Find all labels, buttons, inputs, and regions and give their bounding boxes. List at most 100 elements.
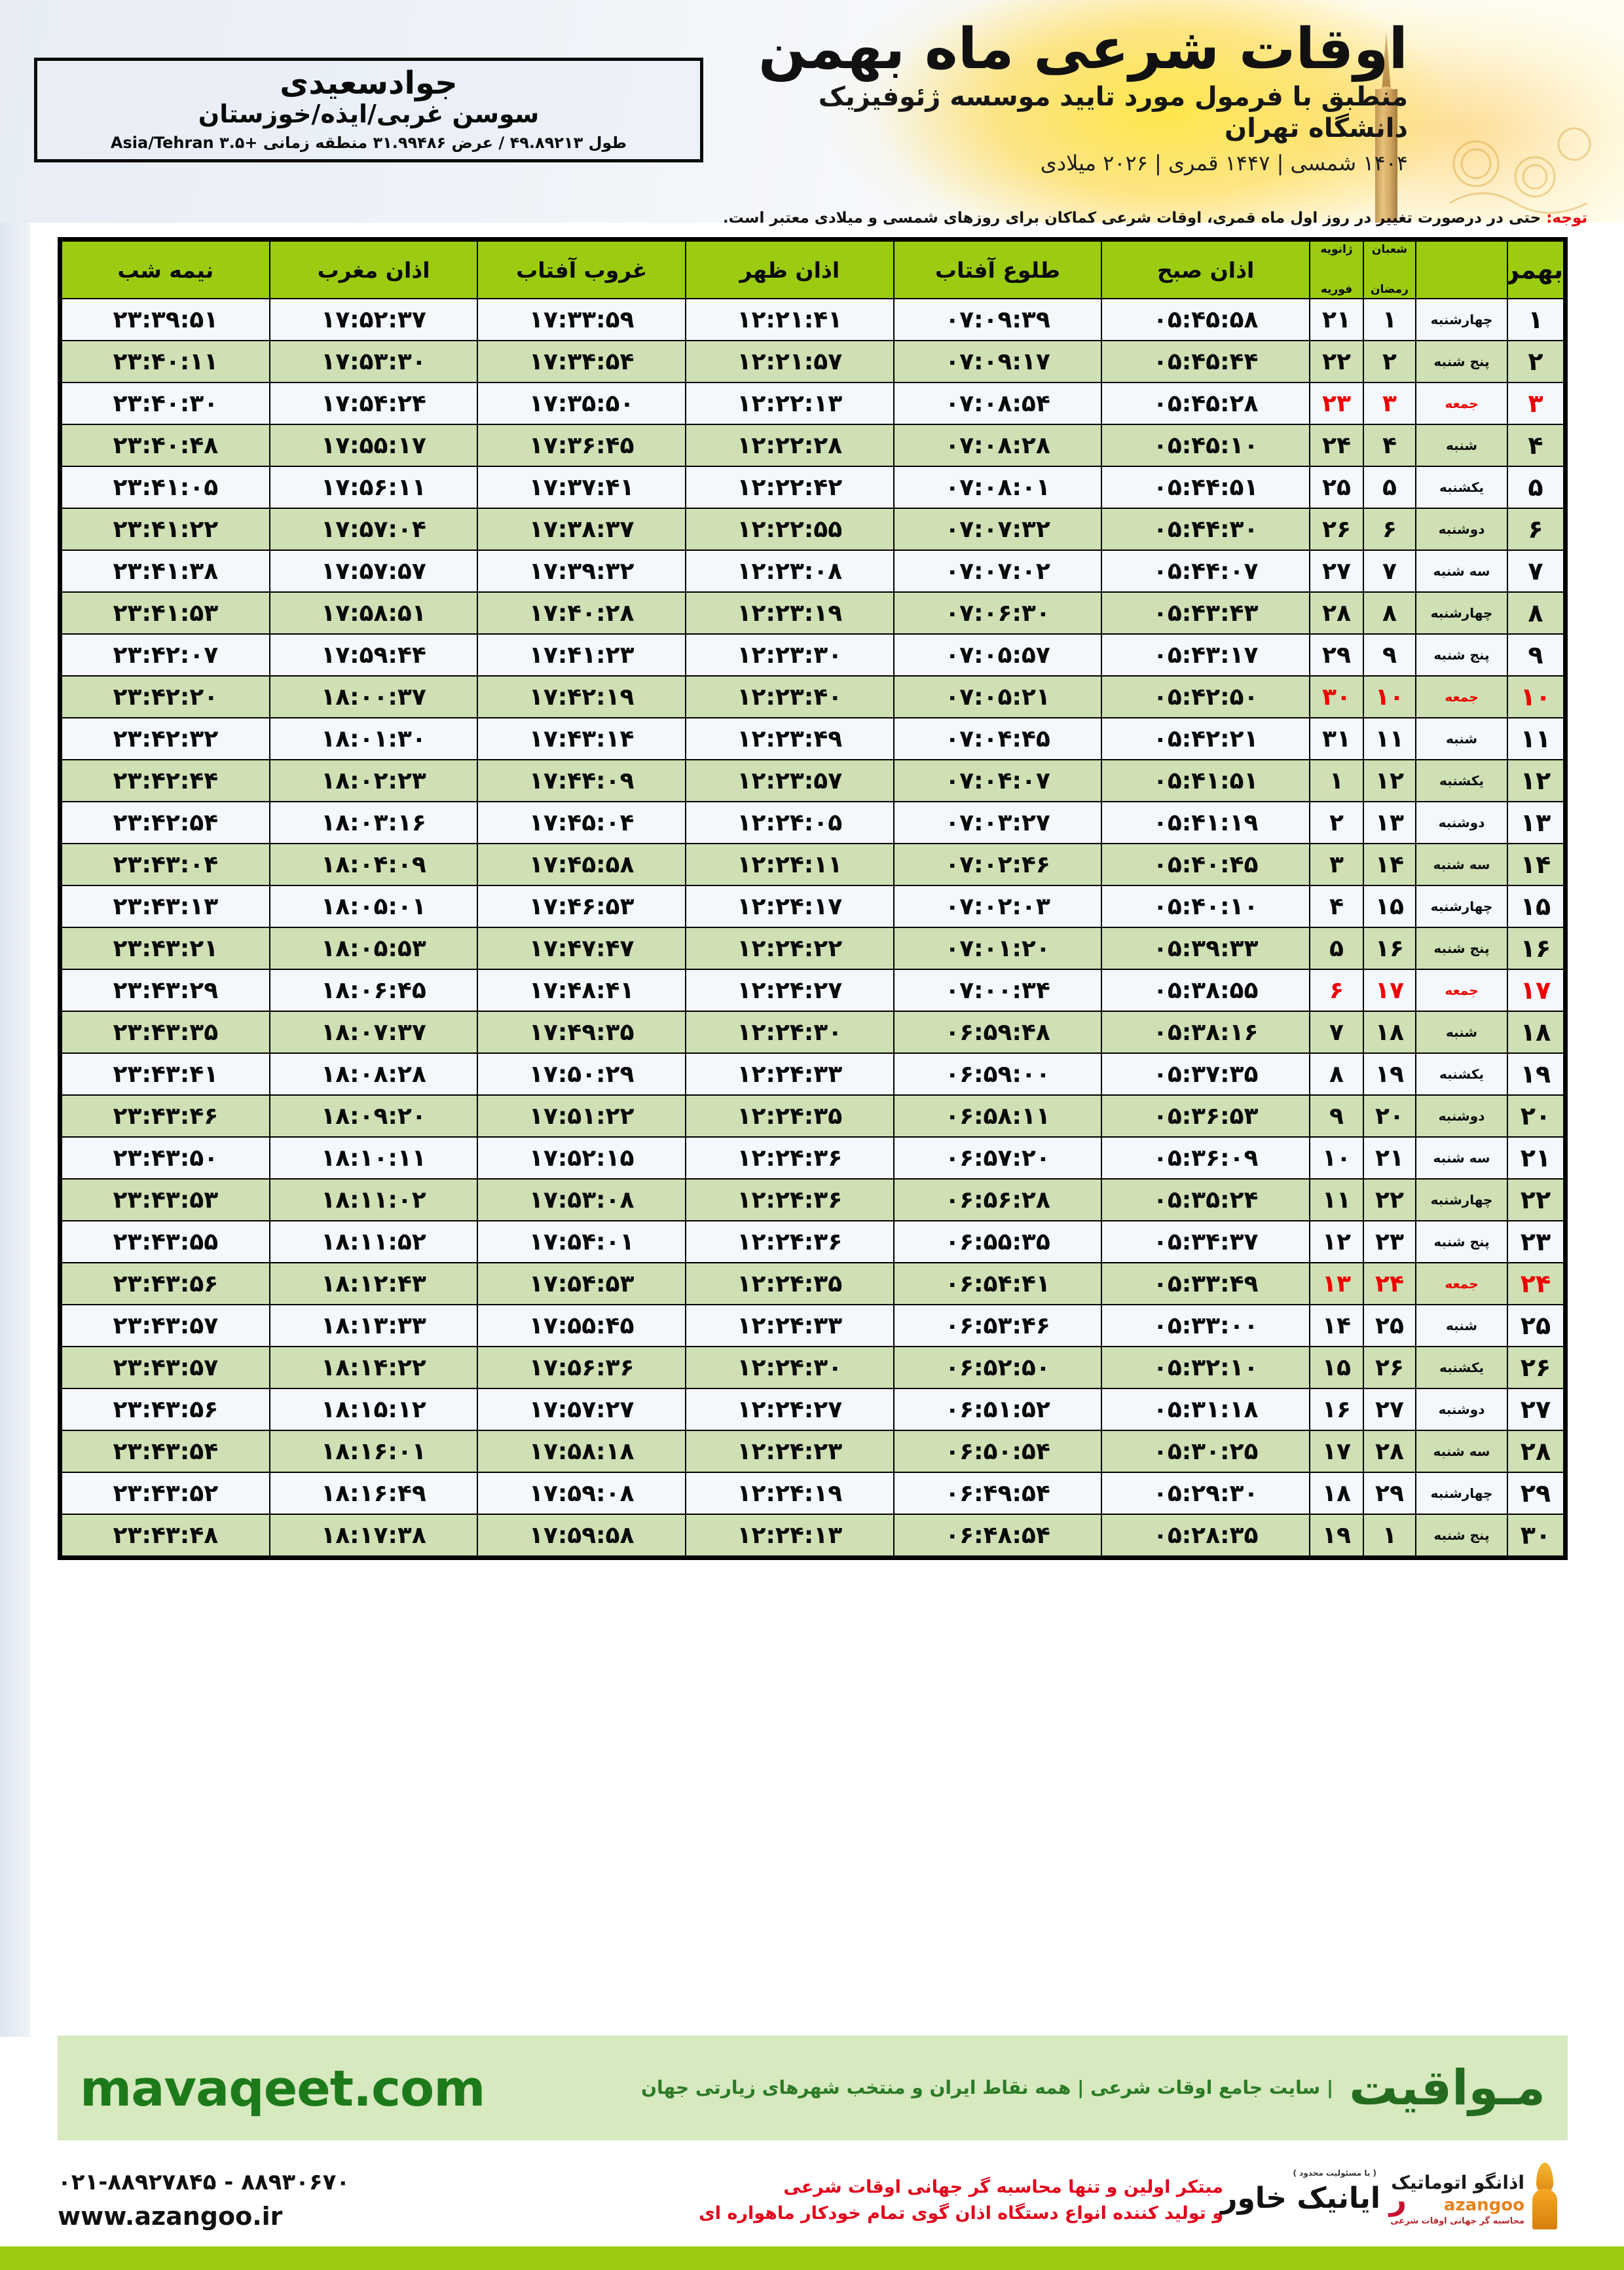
cell-greg: ۲۷ <box>1309 549 1364 593</box>
cell-greg: ۲۸ <box>1309 591 1364 635</box>
table-row: ۲۱ سه شنبه ۲۱ ۱۰ ۰۵:۳۶:۰۹ ۰۶:۵۷:۲۰ ۱۲:۲۴:۳۶ ۱۷:… <box>61 1136 1564 1180</box>
cell-weekday: جمعه <box>1415 1262 1508 1305</box>
cell-greg: ۲۶ <box>1309 508 1364 551</box>
cell-sunset: ۱۷:۴۳:۱۴ <box>477 717 687 760</box>
cell-sunset: ۱۷:۵۰:۲۹ <box>477 1052 687 1096</box>
cell-maghrib: ۱۸:۱۶:۰۱ <box>268 1430 479 1473</box>
cell-fajr: ۰۵:۴۳:۱۷ <box>1101 633 1310 677</box>
cell-fajr: ۰۵:۴۵:۴۴ <box>1101 340 1310 383</box>
cell-day: ۱۴ <box>1507 843 1564 886</box>
col-header-midnight: نیمه شب <box>61 240 270 299</box>
cell-sunrise: ۰۶:۴۹:۵۴ <box>893 1472 1103 1515</box>
cell-sunset: ۱۷:۴۶:۵۳ <box>477 885 687 928</box>
cell-sunset: ۱۷:۴۲:۱۹ <box>477 675 687 718</box>
cell-dhuhr: ۱۲:۲۳:۵۷ <box>685 759 895 802</box>
table-row: ۲۹ چهارشنبه ۲۹ ۱۸ ۰۵:۲۹:۳۰ ۰۶:۴۹:۵۴ ۱۲:۲۴:۱۹ ۱۷… <box>61 1472 1564 1515</box>
cell-fajr: ۰۵:۲۹:۳۰ <box>1101 1472 1310 1515</box>
footer-website[interactable]: www.azangoo.ir <box>58 2202 283 2231</box>
cell-weekday: سه شنبه <box>1415 1430 1508 1473</box>
cell-dhuhr: ۱۲:۲۳:۱۹ <box>685 591 895 635</box>
cell-day: ۱۹ <box>1507 1052 1564 1096</box>
col-header-day: بهمن <box>1498 240 1564 299</box>
cell-sunset: ۱۷:۵۹:۵۸ <box>477 1514 687 1557</box>
prayer-times-table-wrapper: بهمن شعبان رمضان ژانویه فوریه اذان صبح ط… <box>58 237 1568 1560</box>
cell-hijri: ۳ <box>1363 382 1416 425</box>
cell-weekday: پنج شنبه <box>1415 1514 1508 1557</box>
footer-contact: ۰۲۱-۸۸۹۲۷۸۴۵ - ۸۸۹۳۰۶۷۰ www.azangoo.ir <box>58 2167 350 2235</box>
cell-fajr: ۰۵:۳۴:۳۷ <box>1101 1220 1310 1263</box>
cell-maghrib: ۱۸:۱۳:۳۳ <box>268 1304 479 1347</box>
cell-midnight: ۲۳:۴۳:۵۶ <box>61 1388 270 1431</box>
col-header-sunset: غروب آفتاب <box>477 240 687 299</box>
cell-fajr: ۰۵:۴۰:۱۰ <box>1101 885 1310 928</box>
cell-greg: ۸ <box>1309 1052 1364 1096</box>
cell-day: ۱۷ <box>1507 969 1564 1012</box>
cell-maghrib: ۱۸:۰۵:۵۳ <box>268 927 479 970</box>
cell-sunrise: ۰۶:۵۹:۴۸ <box>893 1011 1103 1054</box>
cell-weekday: یکشنبه <box>1415 1052 1508 1096</box>
table-row: ۲۳ پنج شنبه ۲۳ ۱۲ ۰۵:۳۴:۳۷ ۰۶:۵۵:۳۵ ۱۲:۲۴:۳۶ ۱۷… <box>61 1220 1564 1263</box>
cell-hijri: ۴ <box>1363 424 1416 467</box>
cell-hijri: ۷ <box>1363 549 1416 593</box>
table-row: ۱۴ سه شنبه ۱۴ ۳ ۰۵:۴۰:۴۵ ۰۷:۰۲:۴۶ ۱۲:۲۴:۱۱ ۱۷:۴… <box>61 843 1564 886</box>
cell-sunrise: ۰۷:۰۳:۲۷ <box>893 801 1103 844</box>
cell-hijri: ۱۴ <box>1363 843 1416 886</box>
cell-dhuhr: ۱۲:۲۳:۴۹ <box>685 717 895 760</box>
cell-fajr: ۰۵:۳۱:۱۸ <box>1101 1388 1310 1431</box>
cell-sunset: ۱۷:۵۶:۳۶ <box>477 1346 687 1389</box>
promo-domain[interactable]: mavaqeet.com <box>80 2058 485 2117</box>
minaret-decoration-icon <box>1357 18 1416 223</box>
cell-weekday: چهارشنبه <box>1415 885 1508 928</box>
col-header-sunrise: طلوع آفتاب <box>893 240 1103 299</box>
cell-midnight: ۲۳:۴۳:۵۴ <box>61 1430 270 1473</box>
cell-sunset: ۱۷:۳۹:۳۲ <box>477 549 687 593</box>
cell-sunset: ۱۷:۵۵:۴۵ <box>477 1304 687 1347</box>
cell-weekday: یکشنبه <box>1415 466 1508 509</box>
table-row: ۱۵ چهارشنبه ۱۵ ۴ ۰۵:۴۰:۱۰ ۰۷:۰۲:۰۳ ۱۲:۲۴:۱۷ ۱۷:… <box>61 885 1564 928</box>
cell-hijri: ۲۵ <box>1363 1304 1416 1347</box>
cell-midnight: ۲۳:۴۳:۲۱ <box>61 927 270 970</box>
note-text: حتی در درصورت تغییر در روز اول ماه قمری،… <box>722 210 1541 227</box>
cell-day: ۱۱ <box>1507 717 1564 760</box>
cell-midnight: ۲۳:۴۱:۲۲ <box>61 508 270 551</box>
table-row: ۴ شنبه ۴ ۲۴ ۰۵:۴۵:۱۰ ۰۷:۰۸:۲۸ ۱۲:۲۲:۲۸ ۱۷:۳۶:۴۵… <box>61 424 1564 467</box>
table-row: ۲۷ دوشنبه ۲۷ ۱۶ ۰۵:۳۱:۱۸ ۰۶:۵۱:۵۲ ۱۲:۲۴:۲۷ ۱۷:۵… <box>61 1388 1564 1431</box>
table-row: ۸ چهارشنبه ۸ ۲۸ ۰۵:۴۳:۴۳ ۰۷:۰۶:۳۰ ۱۲:۲۳:۱۹ ۱۷:۴… <box>61 591 1564 635</box>
mosque-dome-icon <box>1536 2163 1553 2193</box>
cell-hijri: ۲۶ <box>1363 1346 1416 1389</box>
cell-sunrise: ۰۶:۵۱:۵۲ <box>893 1388 1103 1431</box>
cell-weekday: دوشنبه <box>1415 508 1508 551</box>
page-title: اوقات شرعی ماه بهمن <box>758 16 1409 82</box>
table-row: ۱۸ شنبه ۱۸ ۷ ۰۵:۳۸:۱۶ ۰۶:۵۹:۴۸ ۱۲:۲۴:۳۰ ۱۷:۴۹:۳… <box>61 1011 1564 1054</box>
cell-day: ۲۸ <box>1507 1430 1564 1473</box>
cell-midnight: ۲۳:۴۳:۵۷ <box>61 1304 270 1347</box>
cell-fajr: ۰۵:۴۳:۴۳ <box>1101 591 1310 635</box>
cell-sunrise: ۰۷:۰۸:۰۱ <box>893 466 1103 509</box>
cell-sunset: ۱۷:۴۸:۴۱ <box>477 969 687 1012</box>
cell-midnight: ۲۳:۴۳:۴۶ <box>61 1094 270 1138</box>
cell-day: ۳۰ <box>1507 1514 1564 1557</box>
cell-midnight: ۲۳:۴۱:۵۳ <box>61 591 270 635</box>
cell-greg: ۳۰ <box>1309 675 1364 718</box>
cell-sunset: ۱۷:۵۸:۱۸ <box>477 1430 687 1473</box>
cell-weekday: یکشنبه <box>1415 759 1508 802</box>
cell-maghrib: ۱۸:۱۴:۲۲ <box>268 1346 479 1389</box>
cell-sunset: ۱۷:۵۳:۰۸ <box>477 1178 687 1221</box>
cell-day: ۱۵ <box>1507 885 1564 928</box>
cell-greg: ۱۶ <box>1309 1388 1364 1431</box>
cell-midnight: ۲۳:۴۲:۲۰ <box>61 675 270 718</box>
table-row: ۱ چهارشنبه ۱ ۲۱ ۰۵:۴۵:۵۸ ۰۷:۰۹:۳۹ ۱۲:۲۱:۴۱ ۱۷:۳… <box>61 298 1564 341</box>
cell-dhuhr: ۱۲:۲۴:۳۳ <box>685 1052 895 1096</box>
rayaneek-logo[interactable]: ( با مسئولیت محدود ) ایانیک خاور ر <box>1221 2165 1407 2237</box>
cell-sunset: ۱۷:۵۴:۵۳ <box>477 1262 687 1305</box>
cell-day: ۱۳ <box>1507 801 1564 844</box>
cell-maghrib: ۱۷:۵۷:۰۴ <box>268 508 479 551</box>
cell-hijri: ۶ <box>1363 508 1416 551</box>
cell-day: ۳ <box>1507 382 1564 425</box>
table-row: ۳ جمعه ۳ ۲۳ ۰۵:۴۵:۲۸ ۰۷:۰۸:۵۴ ۱۲:۲۲:۱۳ ۱۷:۳۵:۵۰… <box>61 382 1564 425</box>
cell-maghrib: ۱۷:۵۸:۵۱ <box>268 591 479 635</box>
cell-maghrib: ۱۸:۱۱:۰۲ <box>268 1178 479 1221</box>
cell-midnight: ۲۳:۴۳:۴۱ <box>61 1052 270 1096</box>
cell-fajr: ۰۵:۳۳:۰۰ <box>1101 1304 1310 1347</box>
azangoo-logo[interactable]: اذانگو اتوماتیک azangoo محاسبه گر جهانی … <box>1390 2163 1561 2239</box>
